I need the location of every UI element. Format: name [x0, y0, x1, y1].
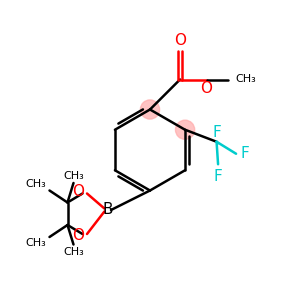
Text: CH₃: CH₃: [26, 238, 46, 248]
Text: CH₃: CH₃: [236, 74, 256, 85]
Text: F: F: [241, 146, 249, 161]
Circle shape: [176, 120, 195, 139]
Text: F: F: [214, 169, 222, 184]
Text: B: B: [103, 202, 113, 217]
Text: O: O: [200, 81, 212, 96]
Text: O: O: [174, 33, 186, 48]
Text: O: O: [72, 184, 84, 200]
Circle shape: [140, 100, 160, 119]
Text: CH₃: CH₃: [63, 171, 84, 181]
Text: O: O: [72, 228, 84, 243]
Text: CH₃: CH₃: [26, 179, 46, 189]
Text: CH₃: CH₃: [63, 247, 84, 257]
Text: F: F: [212, 125, 221, 140]
